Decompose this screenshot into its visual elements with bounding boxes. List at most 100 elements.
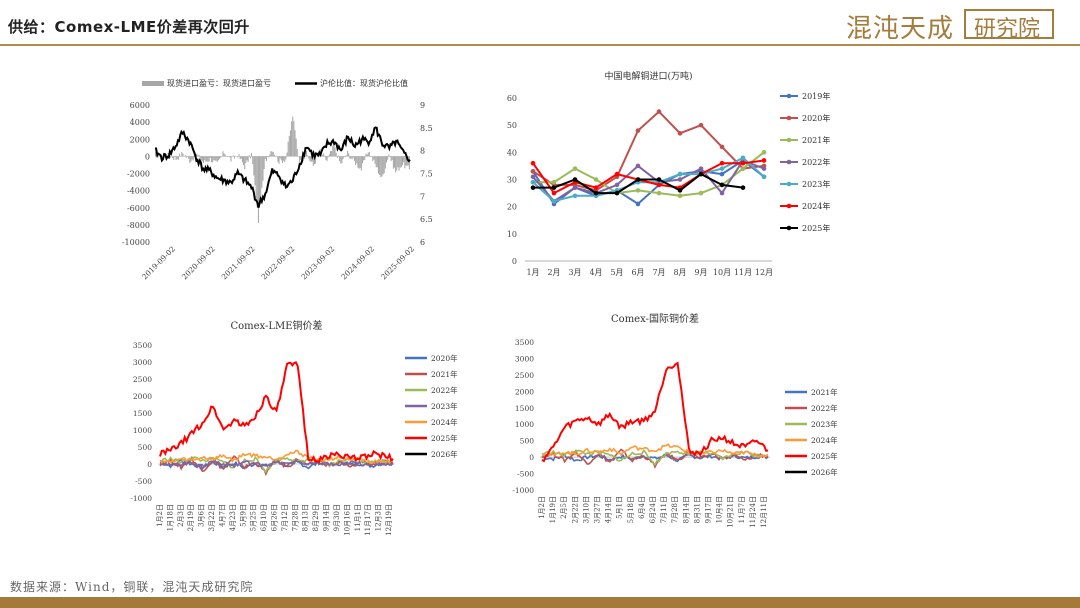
series-line-2021年 (541, 453, 769, 463)
point-2022年 (677, 177, 683, 182)
bar-import-profit (342, 156, 344, 160)
y-right-tick-label: 8 (420, 147, 425, 156)
bar-import-profit (191, 156, 193, 160)
bar-import-profit (400, 156, 402, 168)
legend-label: 2023年 (431, 401, 458, 411)
bar-import-profit (327, 156, 329, 158)
y-tick-label: 0 (512, 257, 517, 266)
bar-import-profit (273, 154, 275, 157)
y-tick-label: 50 (507, 121, 517, 130)
legend-marker (786, 93, 792, 99)
bar-import-profit (265, 156, 267, 162)
point-2021年 (740, 166, 746, 171)
x-tick-label: 10月21日 (727, 496, 735, 528)
bar-import-profit (366, 154, 368, 157)
legend-label: 2024年 (431, 417, 458, 427)
legend-label: 2023年 (802, 179, 830, 189)
legend-marker (786, 181, 792, 187)
bar-import-profit (246, 156, 248, 161)
bar-import-profit (247, 156, 249, 162)
bar-import-profit (189, 156, 191, 164)
legend-marker (786, 203, 792, 209)
y-tick-label: 1500 (133, 409, 152, 418)
series-line-2022年 (532, 159, 765, 203)
point-2024年 (719, 160, 725, 166)
bar-import-profit (391, 156, 393, 160)
x-tick-label: 7月 (652, 268, 665, 277)
header: 供给：Comex-LME价差再次回升 混沌天成 研究院 (0, 0, 1080, 46)
bar-import-profit (364, 156, 366, 161)
bar-import-profit (299, 156, 301, 167)
bar-import-profit (207, 156, 209, 162)
bar-import-profit (278, 156, 280, 164)
x-tick-label: 11月 (734, 268, 752, 277)
bar-import-profit (396, 156, 398, 171)
bar-import-profit (331, 150, 333, 157)
bar-import-profit (281, 156, 283, 164)
x-tick-label: 5月1日 (616, 496, 624, 519)
bar-import-profit (256, 156, 258, 208)
bar-import-profit (245, 156, 247, 164)
bar-import-profit (270, 151, 272, 157)
bar-import-profit (249, 156, 251, 159)
bar-import-profit (269, 154, 271, 157)
bar-import-profit (287, 141, 289, 157)
bar-import-profit (261, 156, 263, 188)
bar-import-profit (244, 156, 246, 170)
bar-import-profit (253, 156, 255, 176)
bar-import-profit (285, 156, 287, 160)
bar-import-profit (220, 156, 222, 158)
bar-import-profit (172, 156, 174, 159)
point-2020年 (719, 144, 725, 150)
bar-import-profit (284, 156, 286, 163)
bar-import-profit (169, 156, 171, 158)
legend-label: 2024年 (802, 201, 830, 211)
bar-import-profit (197, 155, 199, 157)
bar-import-profit (179, 153, 181, 157)
bar-import-profit (268, 156, 270, 158)
bar-import-profit (259, 156, 261, 208)
bar-import-profit (372, 156, 374, 161)
point-2022年 (719, 190, 725, 196)
series-line-ratio (154, 126, 411, 208)
x-tick-label: 11月1日 (354, 504, 362, 531)
x-tick-label: 2025-09-02 (379, 244, 416, 281)
x-tick-label: 6月26日 (271, 504, 279, 531)
bar-import-profit (329, 151, 331, 157)
bar-import-profit (294, 130, 296, 157)
x-tick-label: 6月10日 (260, 504, 268, 531)
y-tick-label: 10 (507, 230, 517, 239)
bar-import-profit (155, 151, 157, 157)
series-line-2024年 (541, 443, 769, 458)
point-2024年 (656, 182, 662, 188)
legend-label: 2019年 (802, 91, 830, 101)
x-tick-label: 2月3日 (177, 504, 185, 527)
bar-import-profit (188, 156, 190, 159)
bar-import-profit (233, 156, 235, 159)
bar-import-profit (373, 156, 375, 160)
bar-import-profit (196, 153, 198, 157)
bar-import-profit (351, 156, 353, 160)
point-2022年 (761, 166, 767, 171)
bar-import-profit (260, 156, 262, 204)
y-tick-label: 3000 (133, 358, 152, 367)
point-2020年 (530, 169, 536, 174)
bar-import-profit (390, 156, 392, 162)
bar-import-profit (198, 154, 200, 157)
x-tick-label: 1月2日 (156, 504, 164, 527)
page-title: 供给：Comex-LME价差再次回升 (8, 18, 250, 36)
legend-label: 2021年 (811, 387, 838, 397)
point-2022年 (530, 174, 536, 180)
x-tick-label: 4月 (589, 268, 602, 277)
bar-import-profit (257, 156, 259, 223)
y-left-tick-label: 6000 (130, 101, 150, 110)
y-right-tick-label: 6.5 (420, 215, 433, 224)
bar-import-profit (350, 156, 352, 159)
bar-import-profit (303, 156, 305, 160)
bar-import-profit (276, 155, 278, 157)
x-tick-label: 4月14日 (605, 496, 613, 523)
bar-import-profit (280, 156, 282, 161)
point-2021年 (677, 193, 683, 199)
y-left-tick-label: 0 (145, 152, 150, 161)
bar-import-profit (349, 156, 351, 159)
